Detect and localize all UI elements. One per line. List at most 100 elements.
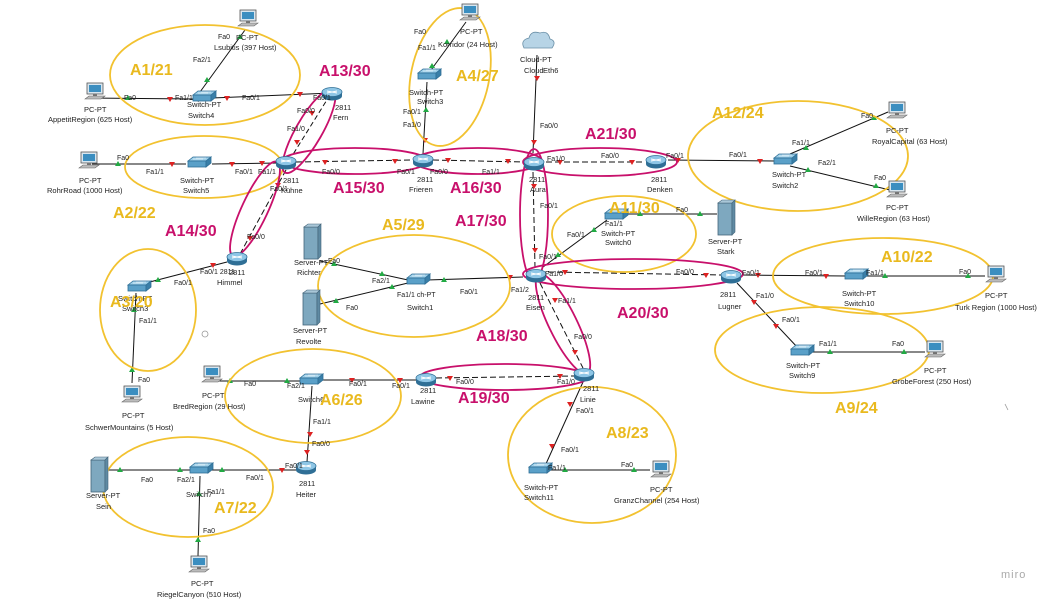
port-label: Fa1/1 — [139, 318, 157, 325]
cloud[interactable] — [522, 31, 555, 49]
router-icon — [412, 154, 434, 168]
device-name: Switch7 — [186, 490, 212, 499]
router-icon — [720, 270, 742, 284]
server-richter[interactable] — [303, 223, 322, 260]
switch-switch3-a4[interactable] — [417, 68, 442, 80]
area-a1-outline — [109, 24, 301, 126]
router-aura[interactable] — [523, 157, 545, 171]
switch-switch7[interactable] — [189, 462, 214, 474]
port-label: Fa0 — [138, 377, 150, 384]
port-label: Fa0/1 — [403, 109, 421, 116]
switch-switch9[interactable] — [790, 344, 815, 356]
switch-switch2[interactable] — [773, 153, 798, 165]
device-name: Heiter — [296, 490, 317, 499]
router-denken[interactable] — [645, 155, 667, 169]
server-icon — [303, 223, 322, 260]
device-type: Switch-PT — [601, 229, 636, 238]
pc-schwer[interactable] — [121, 385, 143, 403]
router-icon — [226, 252, 248, 266]
switch-switch10[interactable] — [844, 268, 869, 280]
pc-grobe[interactable] — [924, 340, 946, 358]
device-model: 2811 — [651, 175, 667, 184]
device-name: Sein — [96, 502, 111, 511]
device-type: Server-PT — [293, 326, 328, 335]
device-name: GrobeForest (250 Host) — [892, 377, 972, 386]
pc-royal[interactable] — [886, 101, 908, 119]
port-label: Fa0/1 — [349, 381, 367, 388]
port-label: Fa0/1 — [242, 95, 260, 102]
server-icon — [90, 456, 109, 493]
router-eisen[interactable] — [525, 269, 547, 283]
router-kuehne[interactable] — [275, 156, 297, 170]
device-name: GranzChannel (254 Host) — [614, 496, 700, 505]
device-model: 2811 — [583, 384, 599, 393]
port-label: Fa0/0 — [676, 269, 694, 276]
pc-turk[interactable] — [985, 265, 1007, 283]
router-icon — [645, 155, 667, 169]
device-name: RoyalCapital (63 Host) — [872, 137, 948, 146]
pc-wille[interactable] — [886, 180, 908, 198]
device-name: SchwerMountains (5 Host) — [85, 423, 174, 432]
port-label: Fa0 — [141, 477, 153, 484]
pc-icon — [188, 555, 210, 573]
port-label: Fa0/1 — [729, 152, 747, 159]
device-type: Server-PT — [294, 258, 329, 267]
device-name: Switch4 — [188, 111, 214, 120]
pc-korridor[interactable] — [459, 3, 481, 21]
port-label: Fa0/1 — [285, 463, 303, 470]
router-icon — [525, 269, 547, 283]
device-name: Switch0 — [605, 238, 631, 247]
pc-appetit[interactable] — [84, 82, 106, 100]
port-label: Fa2/1 — [372, 278, 390, 285]
device-name: Linie — [580, 395, 596, 404]
area-label: A7/22 — [214, 500, 257, 517]
port-label: Fa1/2 — [511, 287, 529, 294]
pc-granz[interactable] — [650, 460, 672, 478]
port-label: Fa1/1 — [792, 140, 810, 147]
switch-switch3-a3[interactable] — [127, 280, 152, 292]
port-label: Fa0/0 — [456, 379, 474, 386]
port-label: Fa0/1 — [576, 408, 594, 415]
area-label: A10/22 — [881, 249, 933, 266]
device-name: WilleRegion (63 Host) — [857, 214, 930, 223]
server-revolte[interactable] — [302, 289, 321, 326]
port-label: Fa0/0 — [574, 334, 592, 341]
pc-icon — [237, 9, 259, 27]
port-label: Fa1/1 — [313, 419, 331, 426]
server-sein[interactable] — [90, 456, 109, 493]
device-model: 2811 — [417, 175, 433, 184]
area-label: A3/20 — [110, 294, 153, 311]
area-a5-outline — [317, 234, 511, 338]
pc-riegel[interactable] — [188, 555, 210, 573]
area-label: A13/30 — [319, 63, 371, 80]
switch-switch1[interactable] — [406, 273, 431, 285]
device-name: Turk Region (1000 Host) — [955, 303, 1037, 312]
router-frieren[interactable] — [412, 154, 434, 168]
router-lugner[interactable] — [720, 270, 742, 284]
port-label: Fa0/1 — [540, 203, 558, 210]
device-name: Switch5 — [183, 186, 209, 195]
area-label: A5/29 — [382, 217, 425, 234]
switch-switch5[interactable] — [187, 156, 212, 168]
port-label: Fa0/1 — [313, 95, 331, 102]
pc-rohr[interactable] — [78, 151, 100, 169]
pc-lsubitis[interactable] — [237, 9, 259, 27]
area-a7-outline — [102, 436, 274, 538]
device-type: Switch-PT — [786, 361, 821, 370]
device-name: Himmel — [217, 278, 243, 287]
router-lawine[interactable] — [415, 373, 437, 387]
area-a20-outline — [522, 258, 744, 290]
router-himmel[interactable] — [226, 252, 248, 266]
port-label: Fa0 — [203, 528, 215, 535]
pc-icon — [121, 385, 143, 403]
port-label: Fa0/1 — [567, 232, 585, 239]
pc-icon — [84, 82, 106, 100]
port-label: Fa0/1 — [539, 254, 557, 261]
canvas-marker — [201, 330, 209, 338]
device-type: PC-PT — [202, 391, 225, 400]
device-type: PC-PT — [985, 291, 1008, 300]
router-linie[interactable] — [573, 368, 595, 382]
server-stark[interactable] — [717, 199, 736, 236]
pc-bred[interactable] — [201, 365, 223, 383]
